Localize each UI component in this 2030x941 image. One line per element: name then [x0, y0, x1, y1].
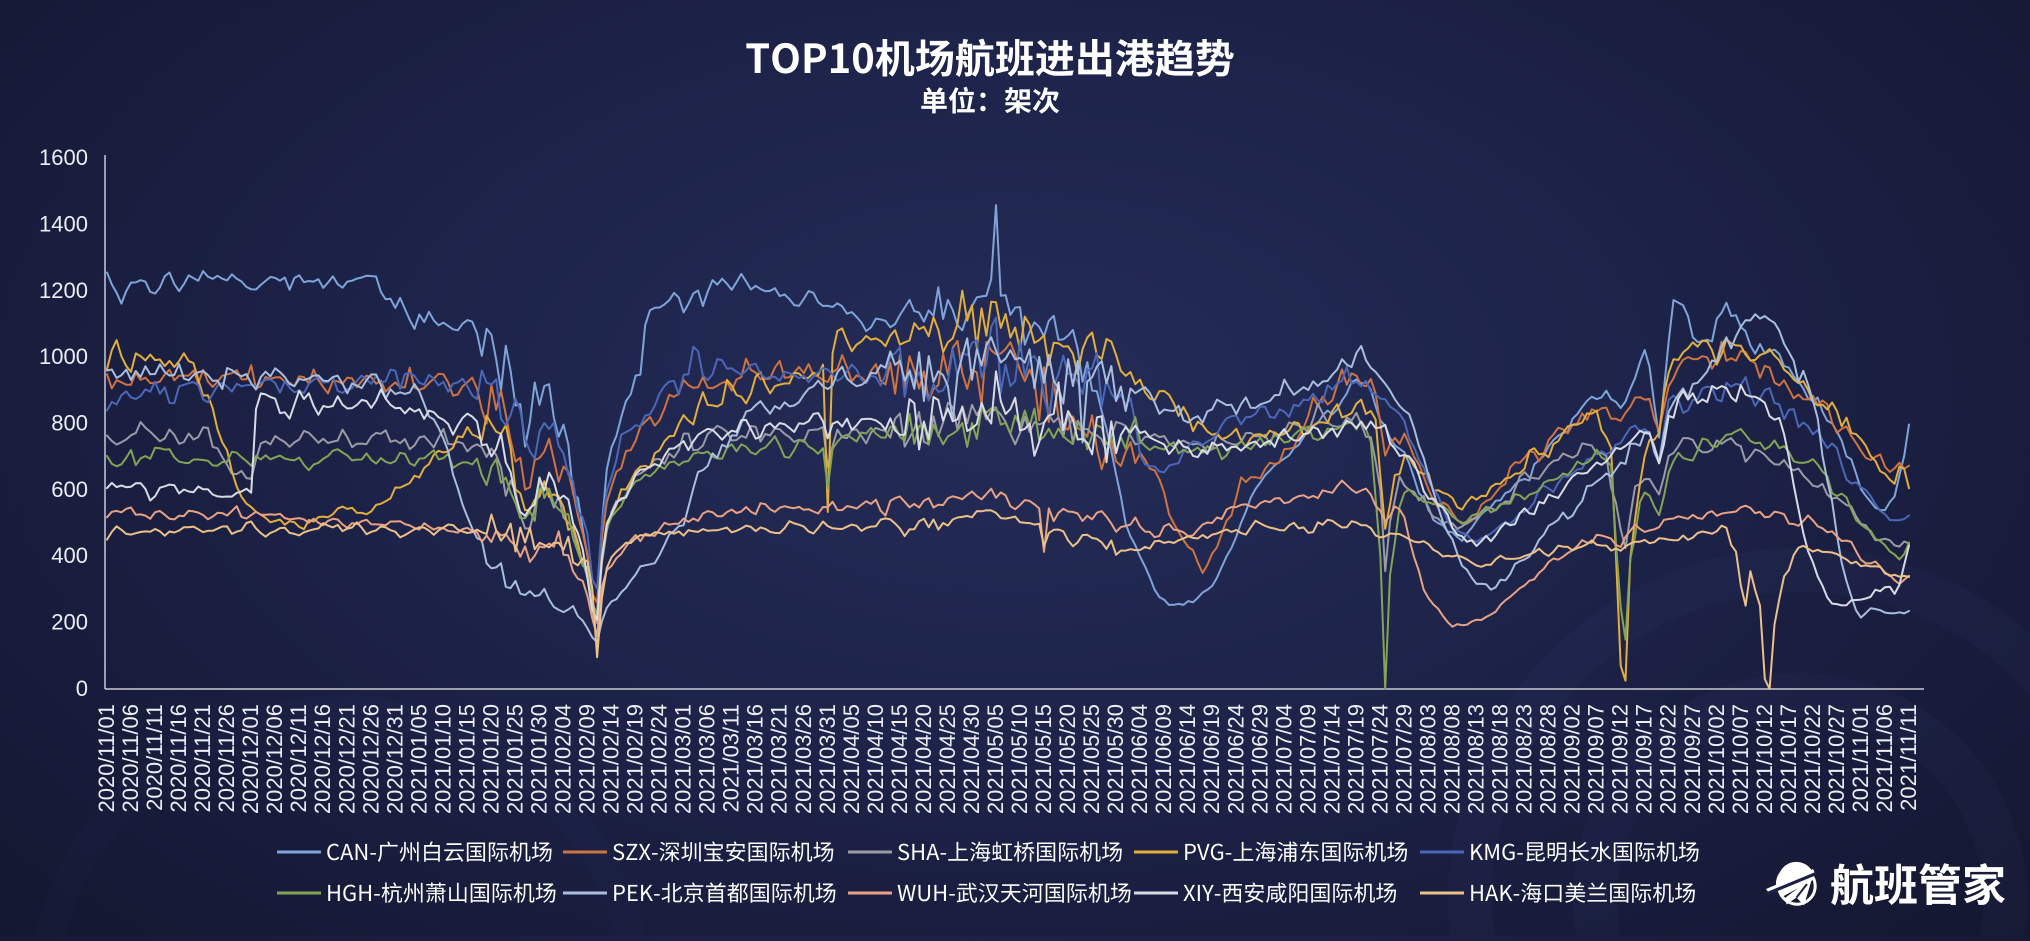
svg-text:2020/11/01: 2020/11/01: [94, 704, 119, 812]
svg-text:2021/04/15: 2021/04/15: [887, 704, 912, 814]
svg-text:2021/01/30: 2021/01/30: [527, 704, 552, 814]
svg-text:2021/01/20: 2021/01/20: [478, 704, 503, 814]
svg-text:2021/08/03: 2021/08/03: [1416, 704, 1441, 814]
svg-text:200: 200: [51, 610, 88, 635]
svg-text:2021/08/28: 2021/08/28: [1536, 704, 1561, 814]
svg-text:2021/10/22: 2021/10/22: [1800, 704, 1825, 814]
svg-text:2021/02/09: 2021/02/09: [575, 704, 600, 814]
svg-text:2021/10/17: 2021/10/17: [1776, 704, 1801, 814]
svg-text:2021/08/18: 2021/08/18: [1488, 704, 1513, 814]
svg-text:2021/08/23: 2021/08/23: [1512, 704, 1537, 814]
svg-text:2021/07/24: 2021/07/24: [1367, 704, 1392, 814]
svg-text:2021/10/02: 2021/10/02: [1704, 704, 1729, 814]
svg-text:2021/03/16: 2021/03/16: [743, 704, 768, 814]
svg-text:2021/07/14: 2021/07/14: [1319, 704, 1344, 814]
svg-text:1600: 1600: [39, 145, 88, 170]
svg-text:2021/05/20: 2021/05/20: [1055, 704, 1080, 814]
svg-text:2020/12/26: 2020/12/26: [358, 704, 383, 814]
svg-text:1200: 1200: [39, 278, 88, 303]
svg-text:2021/04/25: 2021/04/25: [935, 704, 960, 814]
svg-text:2021/04/30: 2021/04/30: [959, 704, 984, 814]
svg-text:2021/09/02: 2021/09/02: [1560, 704, 1585, 814]
svg-text:2021/06/29: 2021/06/29: [1247, 704, 1272, 814]
svg-text:2020/12/06: 2020/12/06: [262, 704, 287, 814]
svg-text:2021/09/17: 2021/09/17: [1632, 704, 1657, 814]
svg-text:400: 400: [51, 543, 88, 568]
svg-text:2021/04/05: 2021/04/05: [839, 704, 864, 814]
svg-text:2021/02/19: 2021/02/19: [623, 704, 648, 814]
svg-text:2021/08/08: 2021/08/08: [1440, 704, 1465, 814]
svg-text:2021/11/06: 2021/11/06: [1872, 704, 1897, 812]
svg-text:2020/11/21: 2020/11/21: [190, 704, 215, 812]
svg-text:2020/12/31: 2020/12/31: [382, 704, 407, 814]
svg-text:2021/04/10: 2021/04/10: [863, 704, 888, 814]
svg-text:2021/05/30: 2021/05/30: [1103, 704, 1128, 814]
svg-text:2020/11/26: 2020/11/26: [214, 704, 239, 812]
svg-text:2020/11/16: 2020/11/16: [166, 704, 191, 812]
svg-text:2021/02/24: 2021/02/24: [647, 704, 672, 814]
svg-text:2021/05/25: 2021/05/25: [1079, 704, 1104, 814]
svg-text:2021/02/14: 2021/02/14: [599, 704, 624, 814]
svg-text:2021/03/26: 2021/03/26: [791, 704, 816, 814]
svg-text:2021/09/12: 2021/09/12: [1608, 704, 1633, 814]
svg-text:2021/01/10: 2021/01/10: [430, 704, 455, 814]
svg-text:2021/03/01: 2021/03/01: [671, 704, 696, 814]
svg-text:2021/06/24: 2021/06/24: [1223, 704, 1248, 814]
svg-text:2021/09/27: 2021/09/27: [1680, 704, 1705, 814]
svg-text:0: 0: [76, 676, 88, 701]
svg-text:2021/04/20: 2021/04/20: [911, 704, 936, 814]
svg-text:2021/05/15: 2021/05/15: [1031, 704, 1056, 814]
svg-text:1000: 1000: [39, 344, 88, 369]
svg-text:2021/06/19: 2021/06/19: [1199, 704, 1224, 814]
svg-text:2021/03/31: 2021/03/31: [815, 704, 840, 814]
svg-text:2021/03/21: 2021/03/21: [767, 704, 792, 814]
svg-text:2021/06/04: 2021/06/04: [1127, 704, 1152, 814]
svg-text:2021/06/14: 2021/06/14: [1175, 704, 1200, 814]
svg-text:2020/11/06: 2020/11/06: [118, 704, 143, 812]
svg-text:2020/11/11: 2020/11/11: [142, 704, 167, 811]
svg-text:2021/08/13: 2021/08/13: [1464, 704, 1489, 814]
svg-text:2021/01/15: 2021/01/15: [454, 704, 479, 814]
svg-text:2021/10/12: 2021/10/12: [1752, 704, 1777, 814]
svg-text:2021/11/11: 2021/11/11: [1896, 704, 1921, 811]
svg-text:800: 800: [51, 411, 88, 436]
svg-text:2021/07/29: 2021/07/29: [1391, 704, 1416, 814]
svg-text:1400: 1400: [39, 211, 88, 236]
svg-text:2021/06/09: 2021/06/09: [1151, 704, 1176, 814]
svg-text:2021/10/07: 2021/10/07: [1728, 704, 1753, 814]
svg-text:2021/11/01: 2021/11/01: [1848, 704, 1873, 812]
svg-text:2020/12/01: 2020/12/01: [238, 704, 263, 814]
svg-text:2021/03/11: 2021/03/11: [719, 704, 744, 812]
svg-text:2021/05/10: 2021/05/10: [1007, 704, 1032, 814]
svg-text:2021/09/22: 2021/09/22: [1656, 704, 1681, 814]
svg-text:2021/07/19: 2021/07/19: [1343, 704, 1368, 814]
svg-text:2021/03/06: 2021/03/06: [695, 704, 720, 814]
svg-text:2021/09/07: 2021/09/07: [1584, 704, 1609, 814]
svg-text:2021/07/09: 2021/07/09: [1295, 704, 1320, 814]
svg-text:2020/12/21: 2020/12/21: [334, 704, 359, 814]
svg-text:2021/01/05: 2021/01/05: [406, 704, 431, 814]
svg-text:2020/12/16: 2020/12/16: [310, 704, 335, 814]
svg-text:2021/10/27: 2021/10/27: [1824, 704, 1849, 814]
svg-text:2021/05/05: 2021/05/05: [983, 704, 1008, 814]
svg-text:2020/12/11: 2020/12/11: [286, 704, 311, 812]
svg-text:2021/01/25: 2021/01/25: [503, 704, 528, 814]
svg-text:600: 600: [51, 477, 88, 502]
svg-text:2021/07/04: 2021/07/04: [1271, 704, 1296, 814]
svg-text:2021/02/04: 2021/02/04: [551, 704, 576, 814]
